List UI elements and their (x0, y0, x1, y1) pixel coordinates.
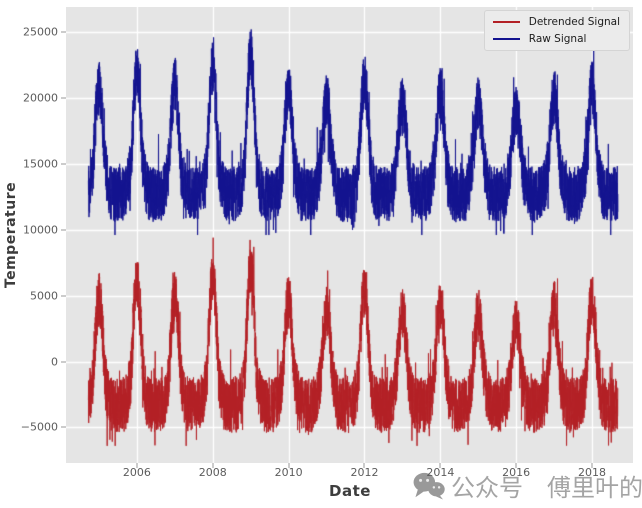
x-tick-mark (363, 463, 365, 468)
y-tick-mark (61, 229, 66, 231)
x-tick-mark (136, 463, 138, 468)
y-tick-mark (61, 426, 66, 428)
x-tick-label: 2010 (274, 466, 303, 479)
watermark: 公众号 傅里叶的猫 (412, 468, 642, 503)
legend-item-raw-signal: Raw Signal (492, 33, 620, 45)
x-tick-mark (591, 463, 593, 468)
x-tick-label: 2018 (578, 466, 607, 479)
x-tick-mark (515, 463, 517, 468)
y-tick-label: 10000 (23, 223, 58, 237)
y-tick-mark (61, 31, 66, 33)
y-tick-mark (61, 163, 66, 165)
x-tick-label: 2008 (198, 466, 227, 479)
y-tick-label: 25000 (23, 25, 58, 39)
wechat-icon (413, 472, 445, 500)
x-tick-label: 2014 (426, 466, 455, 479)
y-tick-label: 0 (51, 355, 58, 369)
y-tick-label: 15000 (23, 157, 58, 171)
chart-canvas (66, 7, 633, 463)
x-tick-label: 2016 (502, 466, 531, 479)
y-tick-mark (61, 295, 66, 297)
plot-area: Detrended Signal Raw Signal (66, 7, 633, 463)
legend-item-detrended-signal: Detrended Signal (492, 16, 620, 28)
y-tick-mark (61, 361, 66, 363)
x-axis-label: Date (329, 482, 371, 500)
x-tick-mark (439, 463, 441, 468)
x-tick-label: 2012 (350, 466, 379, 479)
x-tick-label: 2006 (122, 466, 151, 479)
y-tick-label: −5000 (20, 420, 58, 434)
legend-label-detrended: Detrended Signal (528, 16, 620, 28)
x-tick-mark (212, 463, 214, 468)
watermark-text: 公众号 傅里叶的猫 (451, 474, 642, 502)
y-tick-label: 20000 (23, 91, 58, 105)
legend-line-detrended-icon (492, 21, 520, 23)
legend-line-raw-icon (492, 38, 520, 40)
legend: Detrended Signal Raw Signal (483, 10, 630, 51)
y-tick-label: 5000 (30, 289, 58, 303)
legend-label-raw: Raw Signal (528, 33, 587, 45)
y-tick-mark (61, 97, 66, 99)
x-tick-mark (288, 463, 290, 468)
